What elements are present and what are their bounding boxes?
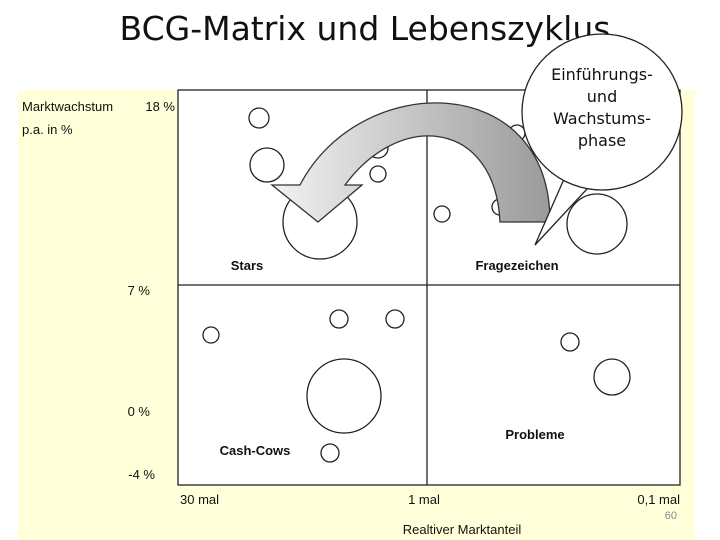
circle xyxy=(306,358,382,434)
y-tick-label: 18 % xyxy=(145,99,175,114)
callout-bubble xyxy=(521,33,683,191)
callout-text: phase xyxy=(578,131,626,150)
page-number: 60 xyxy=(665,510,677,522)
circle xyxy=(369,165,387,183)
callout: Einführungs- und Wachstums- phase xyxy=(521,33,683,246)
lifecycle-arrow xyxy=(270,102,551,223)
x-tick-label: 1 mal xyxy=(408,492,440,507)
circle xyxy=(593,358,631,396)
y-axis-label: Marktwachstum xyxy=(22,99,113,114)
x-axis-label: Realtiver Marktanteil xyxy=(403,522,522,537)
y-tick-label: 0 % xyxy=(128,404,151,419)
x-tick-label: 30 mal xyxy=(180,492,219,507)
quadrant-label: Probleme xyxy=(505,427,564,442)
quadrant-label: Stars xyxy=(231,258,264,273)
circle xyxy=(248,107,270,129)
circle xyxy=(202,326,220,344)
y-tick-label: 7 % xyxy=(128,283,151,298)
quadrant-label: Cash-Cows xyxy=(220,443,291,458)
y-tick-label: -4 % xyxy=(128,467,155,482)
callout-text: Wachstums- xyxy=(553,109,651,128)
circle xyxy=(385,309,405,329)
circle xyxy=(566,193,628,255)
circle xyxy=(329,309,349,329)
y-axis-label: p.a. in % xyxy=(22,122,73,137)
quadrant-label: Fragezeichen xyxy=(475,258,558,273)
circle xyxy=(433,205,451,223)
x-tick-label: 0,1 mal xyxy=(637,492,680,507)
circle xyxy=(249,147,285,183)
title: BCG-Matrix und Lebenszyklus xyxy=(120,9,611,48)
callout-text: und xyxy=(587,87,617,106)
circle xyxy=(320,443,340,463)
circle xyxy=(560,332,580,352)
callout-text: Einführungs- xyxy=(551,65,653,84)
